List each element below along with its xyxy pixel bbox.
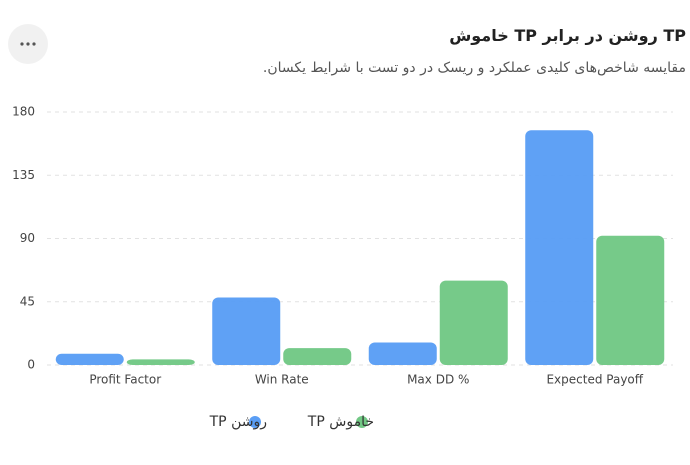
bar xyxy=(439,280,508,365)
bar xyxy=(126,359,195,365)
menu-button[interactable] xyxy=(8,24,48,64)
y-tick-label: 180 xyxy=(12,105,35,119)
y-tick-label: 135 xyxy=(12,168,35,182)
legend-marker xyxy=(356,416,368,428)
legend-label: TP خاموش xyxy=(307,414,374,430)
bar xyxy=(55,353,124,365)
menu-icon xyxy=(20,42,36,46)
chart-title: TP روشن در برابر TP خاموش xyxy=(449,26,686,45)
x-tick-label: Max DD % xyxy=(407,373,469,387)
x-tick-label: Expected Payoff xyxy=(546,373,643,387)
y-tick-label: 0 xyxy=(27,358,35,372)
y-tick-label: 90 xyxy=(20,231,35,245)
bar xyxy=(525,130,594,365)
legend-marker xyxy=(249,416,261,428)
bar xyxy=(368,342,437,365)
y-tick-label: 45 xyxy=(20,294,35,308)
x-tick-label: Win Rate xyxy=(255,373,309,387)
chart-subtitle: مقایسه شاخص‌های کلیدی عملکرد و ریسک در د… xyxy=(262,60,686,76)
x-tick-label: Profit Factor xyxy=(89,373,161,387)
bar xyxy=(283,348,352,365)
bar xyxy=(596,235,665,365)
legend-label: TP روشن xyxy=(209,414,267,430)
bar xyxy=(212,297,281,365)
